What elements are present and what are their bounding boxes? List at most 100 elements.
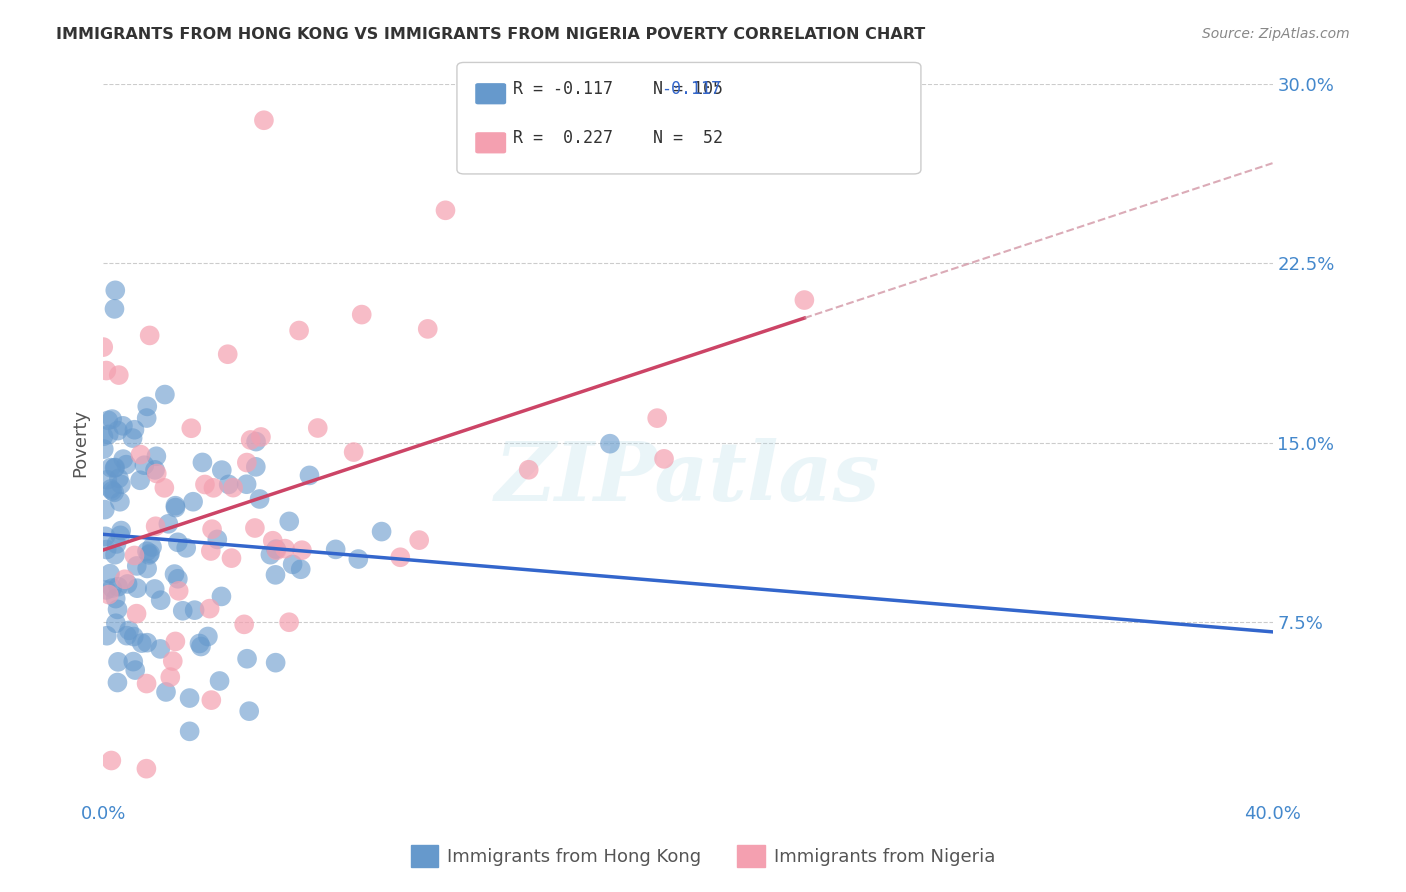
Point xyxy=(222,481,245,495)
Point xyxy=(94,582,117,597)
Point xyxy=(174,541,197,555)
Point xyxy=(125,558,148,573)
Point xyxy=(125,607,148,621)
Point xyxy=(262,533,284,548)
Point xyxy=(97,427,120,442)
Point xyxy=(370,524,392,539)
Point xyxy=(307,421,329,435)
Point xyxy=(163,567,186,582)
Point xyxy=(197,630,219,644)
Point xyxy=(117,577,139,591)
Point xyxy=(143,582,166,596)
Point xyxy=(136,561,159,575)
Point xyxy=(221,551,243,566)
Point xyxy=(131,636,153,650)
Point xyxy=(208,673,231,688)
Point xyxy=(96,629,118,643)
Point xyxy=(181,494,204,508)
Point xyxy=(93,429,115,443)
Point xyxy=(114,572,136,586)
Point xyxy=(211,463,233,477)
Point xyxy=(127,581,149,595)
Point xyxy=(104,283,127,297)
Point xyxy=(167,583,190,598)
Point xyxy=(201,522,224,536)
Point xyxy=(157,516,180,531)
Point xyxy=(115,629,138,643)
Point xyxy=(107,368,129,382)
Point xyxy=(107,655,129,669)
Point xyxy=(103,485,125,500)
Point xyxy=(198,601,221,615)
Point xyxy=(136,400,159,414)
Point xyxy=(274,541,297,556)
Text: R =  0.227    N =  52: R = 0.227 N = 52 xyxy=(513,129,723,147)
Point xyxy=(138,548,160,562)
Point xyxy=(112,452,135,467)
Point xyxy=(188,636,211,650)
Point xyxy=(136,636,159,650)
Point xyxy=(110,524,132,538)
Text: IMMIGRANTS FROM HONG KONG VS IMMIGRANTS FROM NIGERIA POVERTY CORRELATION CHART: IMMIGRANTS FROM HONG KONG VS IMMIGRANTS … xyxy=(56,27,925,42)
Point xyxy=(100,460,122,475)
Point xyxy=(136,544,159,558)
Point xyxy=(145,519,167,533)
Point xyxy=(96,473,118,487)
Point xyxy=(249,491,271,506)
Point xyxy=(107,424,129,438)
Point xyxy=(233,617,256,632)
Point xyxy=(266,543,288,558)
Point xyxy=(162,654,184,668)
Point xyxy=(155,685,177,699)
Text: -0.117: -0.117 xyxy=(661,80,721,98)
Point xyxy=(209,590,232,604)
Point xyxy=(238,704,260,718)
Point xyxy=(179,724,201,739)
Point xyxy=(281,558,304,572)
Point xyxy=(243,521,266,535)
Point xyxy=(264,656,287,670)
Point xyxy=(207,533,229,547)
Point xyxy=(202,481,225,495)
Point xyxy=(253,113,276,128)
Point xyxy=(107,602,129,616)
Point xyxy=(217,347,239,361)
Point xyxy=(236,456,259,470)
Point xyxy=(343,445,366,459)
Point xyxy=(793,293,815,307)
Point xyxy=(167,535,190,549)
Y-axis label: Poverty: Poverty xyxy=(72,409,89,476)
Point xyxy=(259,548,281,562)
Point xyxy=(134,458,156,473)
Point xyxy=(122,630,145,644)
Point xyxy=(172,604,194,618)
Point xyxy=(408,533,430,548)
Point xyxy=(288,324,311,338)
Point xyxy=(108,471,131,485)
Point xyxy=(149,641,172,656)
Point xyxy=(200,693,222,707)
Point xyxy=(124,423,146,437)
Point xyxy=(235,477,257,491)
Point xyxy=(115,458,138,472)
Point xyxy=(250,430,273,444)
Point xyxy=(149,593,172,607)
Point xyxy=(141,540,163,554)
Point xyxy=(190,640,212,654)
Point xyxy=(100,754,122,768)
Point xyxy=(165,500,187,515)
Point xyxy=(101,581,124,595)
Point xyxy=(118,624,141,638)
Point xyxy=(153,387,176,401)
Point xyxy=(97,413,120,427)
Point xyxy=(121,431,143,445)
Point xyxy=(165,499,187,513)
Point xyxy=(138,328,160,343)
Point xyxy=(91,340,114,354)
Point xyxy=(517,463,540,477)
Point xyxy=(191,455,214,469)
Point xyxy=(103,301,125,316)
Point xyxy=(245,434,267,449)
Point xyxy=(129,448,152,462)
Point xyxy=(96,363,118,377)
